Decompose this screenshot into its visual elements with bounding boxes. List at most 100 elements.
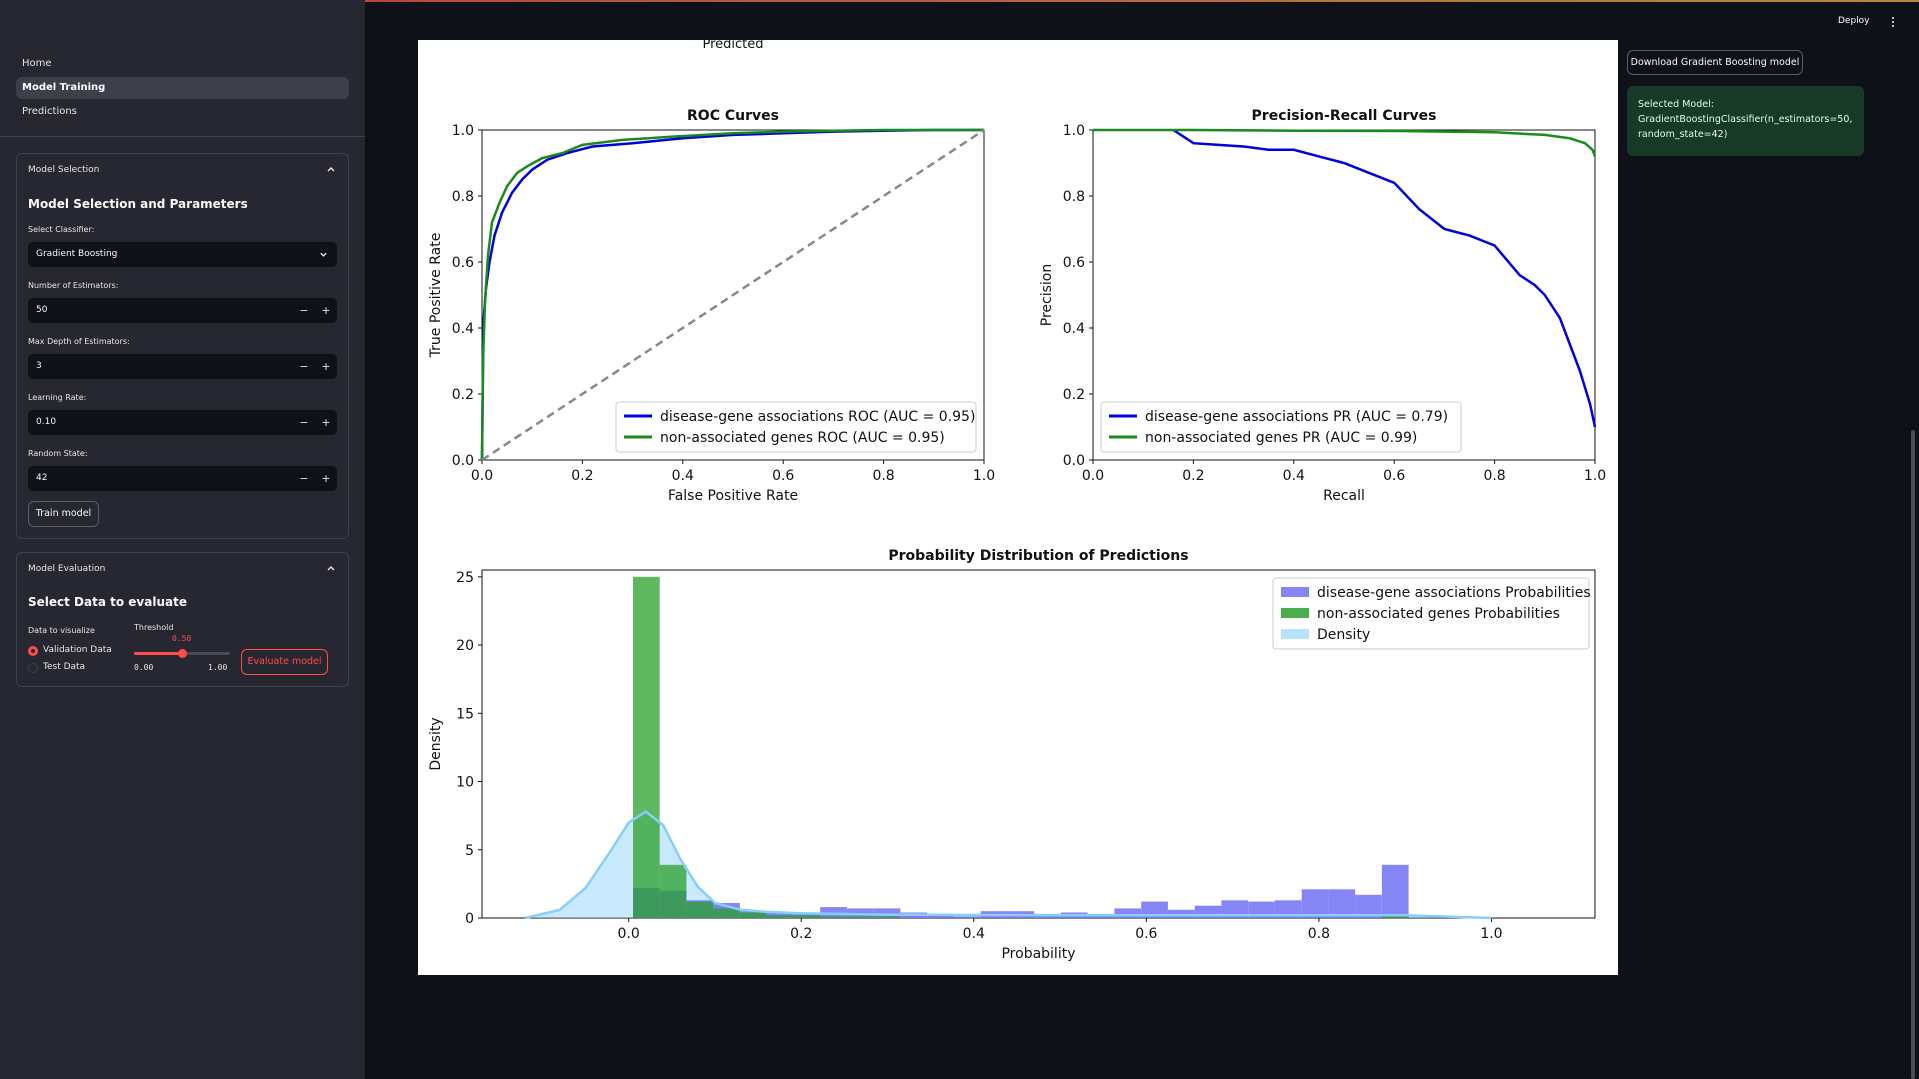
roc-y-axis-label: True Positive Rate (428, 233, 444, 359)
hist-legend-label: Density (1317, 627, 1370, 643)
roc-y-tick-label: 0.2 (452, 387, 474, 403)
sidebar-item-home[interactable]: Home (22, 58, 52, 69)
cut-off-label: Predicted (702, 40, 763, 52)
learning-rate-input[interactable]: 0.10 − + (28, 410, 337, 435)
roc-y-tick-label: 0.6 (452, 255, 474, 271)
roc-y-tick-label: 0.8 (452, 189, 474, 205)
threshold-value: 0.50 (172, 634, 192, 643)
threshold-slider-track[interactable] (134, 648, 230, 658)
sidebar: Home Model Training Predictions Model Se… (0, 0, 365, 1079)
max-depth-increment-button[interactable]: + (321, 360, 331, 373)
hist-title: Probability Distribution of Predictions (888, 548, 1188, 564)
hist-bar-associated (1141, 901, 1168, 918)
model-evaluation-expander-title[interactable]: Model Evaluation (28, 564, 106, 574)
hist-legend-box (1272, 577, 1590, 650)
sidebar-item-model-training[interactable]: Model Training (16, 77, 349, 99)
radio-unselected-icon (28, 663, 38, 673)
hist-y-tick-label: 0 (465, 911, 474, 927)
threshold-max: 1.00 (208, 663, 228, 672)
estimators-decrement-button[interactable]: − (299, 304, 309, 317)
estimators-input[interactable]: 50 − + (28, 298, 337, 323)
roc-y-tick-label: 0.4 (452, 321, 474, 337)
deploy-button[interactable]: Deploy (1838, 16, 1870, 26)
main-menu-icon[interactable] (1891, 16, 1895, 28)
roc-y-tick-label: 0.0 (452, 453, 474, 469)
hist-bar-associated (1221, 900, 1249, 918)
estimators-increment-button[interactable]: + (321, 304, 331, 317)
learning-rate-decrement-button[interactable]: − (299, 416, 309, 429)
download-model-button[interactable]: Download Gradient Boosting model (1627, 50, 1803, 75)
hist-bar-non-associated (1381, 915, 1409, 918)
sidebar-item-predictions[interactable]: Predictions (22, 106, 77, 117)
hist-bar-associated (1381, 864, 1409, 918)
model-selection-expander: Model Selection Model Selection and Para… (16, 153, 349, 539)
hist-y-tick-label: 25 (456, 570, 474, 586)
hist-bar-non-associated (740, 912, 767, 918)
chevron-up-icon[interactable] (326, 563, 336, 573)
random-state-input[interactable]: 42 − + (28, 466, 337, 491)
selected-model-alert: Selected Model: GradientBoostingClassifi… (1627, 86, 1864, 156)
hist-legend-swatch (1281, 608, 1309, 618)
chevron-up-icon[interactable] (326, 164, 336, 174)
roc-x-tick-label: 0.8 (872, 468, 894, 484)
evaluation-figure-canvas: Predicted 0.0 0.2 0.4 0.6 0.8 1.0 0.0 0.2 0.4 0.6… (428, 37, 1606, 962)
hist-x-axis-label: Probability (1001, 946, 1075, 962)
roc-y-tick-label: 1.0 (452, 123, 474, 139)
hist-x-tick-label: 0.8 (1308, 926, 1330, 942)
hist-bar-non-associated (820, 916, 847, 918)
hist-bar-associated (873, 908, 901, 918)
pr-title: Precision-Recall Curves (1252, 108, 1437, 124)
max-depth-decrement-button[interactable]: − (299, 360, 309, 373)
roc-series-line-1 (480, 128, 984, 461)
radio-selected-icon (28, 646, 38, 656)
selected-model-label: Selected Model: (1638, 99, 1714, 110)
roc-series-line-2 (481, 128, 985, 462)
roc-x-axis-label: False Positive Rate (668, 488, 798, 504)
roc-legend-box (615, 401, 977, 453)
roc-chart: 0.0 0.2 0.4 0.6 0.8 1.0 0.0 0.2 0.4 0.6 0.8 1.0 ROC … (428, 108, 995, 504)
hist-x-tick-label: 0.2 (790, 926, 812, 942)
pr-legend-box (1100, 401, 1462, 453)
hist-bar-non-associated (766, 915, 794, 918)
random-state-increment-button[interactable]: + (321, 472, 331, 485)
estimators-label: Number of Estimators: (28, 281, 119, 290)
data-to-visualize-label: Data to visualize (28, 626, 95, 635)
random-state-label: Random State: (28, 449, 88, 458)
hist-density-area (525, 811, 1492, 918)
hist-bar-associated (953, 916, 981, 918)
random-state-value: 42 (36, 473, 48, 483)
main-scrollbar[interactable] (1911, 430, 1915, 1079)
roc-title: ROC Curves (687, 108, 779, 124)
pr-y-tick-label: 0.8 (1063, 189, 1085, 205)
pr-y-axis-label: Precision (1039, 264, 1055, 326)
train-model-button[interactable]: Train model (28, 501, 99, 527)
roc-x-tick-label: 0.6 (772, 468, 794, 484)
hist-bar-non-associated (686, 901, 714, 918)
random-state-decrement-button[interactable]: − (299, 472, 309, 485)
hist-bar-non-associated (713, 908, 740, 918)
max-depth-input[interactable]: 3 − + (28, 354, 337, 379)
radio-test-label: Test Data (43, 662, 86, 672)
pr-series-line-1 (1093, 128, 1597, 157)
max-depth-value: 3 (36, 361, 42, 371)
pr-chart: 0.0 0.2 0.4 0.6 0.8 1.0 0.0 0.2 0.4 0.6 0.8 1.0 Prec… (1039, 108, 1606, 504)
hist-y-tick-label: 20 (456, 638, 474, 654)
model-evaluation-heading: Select Data to evaluate (28, 595, 187, 609)
classifier-select[interactable]: Gradient Boosting (28, 242, 337, 267)
sidebar-divider (0, 136, 365, 137)
pr-x-axis-label: Recall (1323, 488, 1365, 504)
pr-y-tick-label: 0.4 (1063, 321, 1085, 337)
hist-bar-associated (1301, 889, 1329, 918)
roc-x-tick-label: 0.0 (471, 468, 493, 484)
threshold-slider-handle[interactable] (177, 648, 187, 658)
hist-bar-associated (1114, 908, 1142, 918)
pr-legend-label: disease-gene associations PR (AUC = 0.79… (1145, 409, 1448, 425)
evaluate-model-button[interactable]: Evaluate model (241, 649, 328, 675)
radio-validation-label: Validation Data (43, 645, 112, 655)
hist-y-tick-label: 5 (465, 843, 474, 859)
estimators-value: 50 (36, 305, 48, 315)
model-selection-expander-title[interactable]: Model Selection (28, 165, 100, 175)
pr-y-tick-label: 0.6 (1063, 255, 1085, 271)
hist-density-line (524, 810, 1492, 920)
learning-rate-increment-button[interactable]: + (321, 416, 331, 429)
